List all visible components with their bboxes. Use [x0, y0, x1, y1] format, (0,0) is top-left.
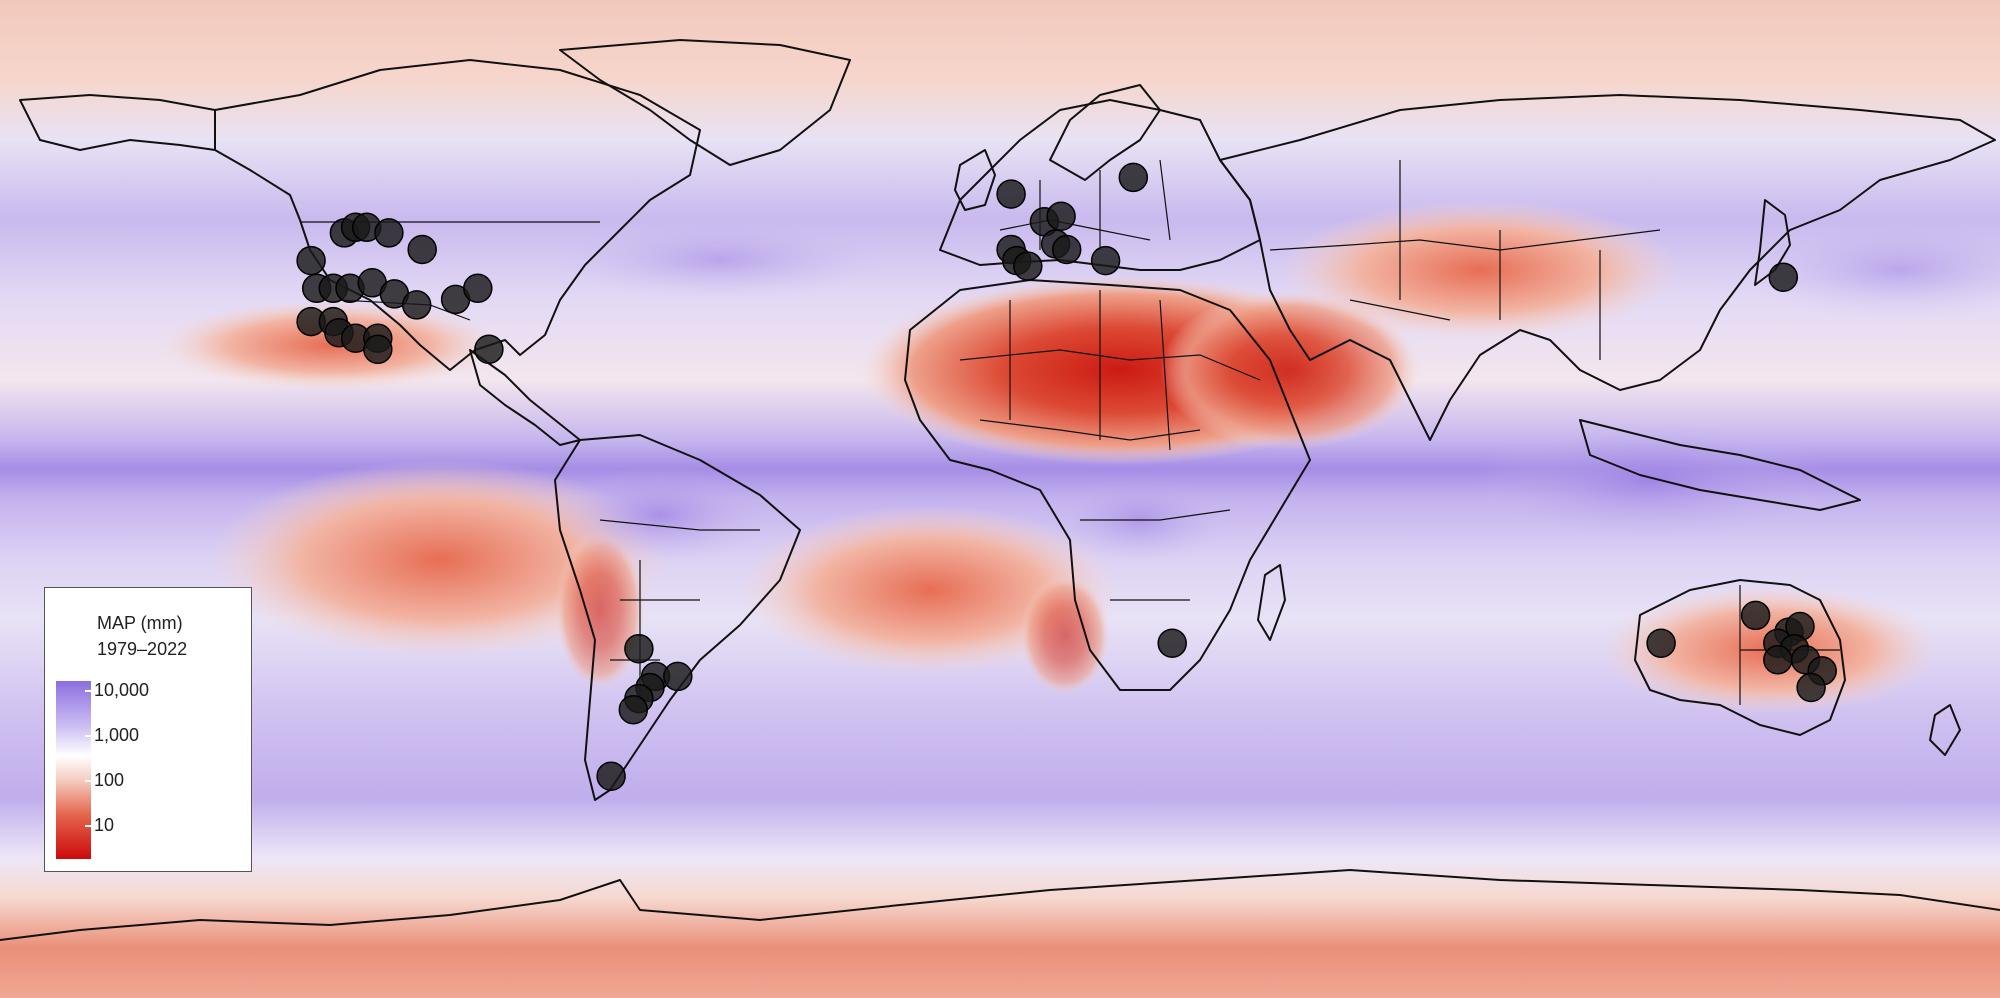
legend-tickmark	[85, 690, 93, 692]
north-pacific-dry-zone	[160, 300, 500, 390]
africa-borders	[959, 290, 1261, 601]
africa-outline	[904, 279, 1311, 691]
north-america-outline	[214, 59, 701, 371]
namib-dry-zone	[1020, 575, 1110, 695]
kuroshio-wet-zone	[1740, 220, 2000, 320]
study-site-marker	[1646, 628, 1676, 658]
legend-title: MAP (mm)	[97, 613, 183, 633]
south-america-borders	[599, 519, 760, 700]
asia-borders	[1269, 160, 1661, 360]
legend-tickmark	[85, 825, 93, 827]
legend-tickmark	[85, 735, 93, 737]
scandinavia-outline	[1049, 84, 1161, 181]
study-site-marker	[596, 761, 626, 791]
uk-outline	[954, 149, 996, 211]
wet-regions	[550, 220, 2000, 565]
dry-regions	[160, 200, 1940, 715]
study-site-marker	[618, 694, 649, 725]
study-site-marker	[363, 334, 393, 365]
study-site-marker	[1046, 201, 1076, 231]
legend-tick-label: 1,000	[94, 725, 140, 745]
study-site-marker	[401, 290, 432, 320]
gulf-stream-wet-zone	[560, 220, 880, 300]
asia-outline	[1219, 94, 1996, 441]
southeast-asia-islands-outline	[1579, 419, 1861, 511]
antarctica-outline	[0, 869, 2000, 941]
legend-color-bar	[56, 681, 91, 859]
study-site-marker	[463, 273, 493, 304]
arabia-dry-zone	[1160, 290, 1420, 450]
legend-tickmark	[85, 780, 93, 782]
study-site-marker	[1157, 628, 1187, 658]
study-sites	[296, 162, 1837, 791]
legend-tick-label: 100	[94, 770, 125, 790]
alaska-outline	[19, 94, 216, 151]
study-site-marker	[996, 179, 1026, 209]
study-site-marker	[1118, 162, 1149, 193]
study-site-marker	[1796, 672, 1826, 703]
atacama-dry-zone	[555, 530, 645, 690]
study-site-marker	[374, 218, 404, 248]
greenland-outline	[559, 39, 851, 166]
australia-outline	[1634, 579, 1846, 736]
study-site-marker	[1051, 234, 1082, 265]
study-site-marker	[296, 245, 326, 276]
country-borders	[214, 110, 1840, 705]
central-america-outline	[469, 349, 581, 446]
madagascar-outline	[1257, 564, 1286, 641]
study-site-marker	[1768, 262, 1799, 292]
study-site-marker	[1740, 600, 1771, 631]
south-america-outline	[554, 434, 801, 801]
study-site-marker	[1013, 251, 1043, 281]
study-site-marker	[1763, 645, 1793, 675]
maritime-continent-wet-zone	[1470, 420, 1830, 540]
study-site-marker	[663, 661, 693, 692]
study-site-marker	[474, 334, 504, 365]
legend-tick-label: 10	[94, 815, 115, 835]
study-site-marker	[1090, 245, 1121, 276]
legend: MAP (mm) 1979–2022 10,000 1,000 100 10	[44, 587, 252, 872]
new-zealand-outline	[1929, 704, 1961, 756]
legend-period: 1979–2022	[97, 639, 188, 659]
study-site-marker	[624, 633, 654, 664]
study-site-marker	[407, 234, 437, 265]
legend-tick-label: 10,000	[94, 680, 150, 700]
amazon-wet-zone	[550, 465, 770, 565]
central-asia-dry-zone	[1280, 200, 1680, 340]
